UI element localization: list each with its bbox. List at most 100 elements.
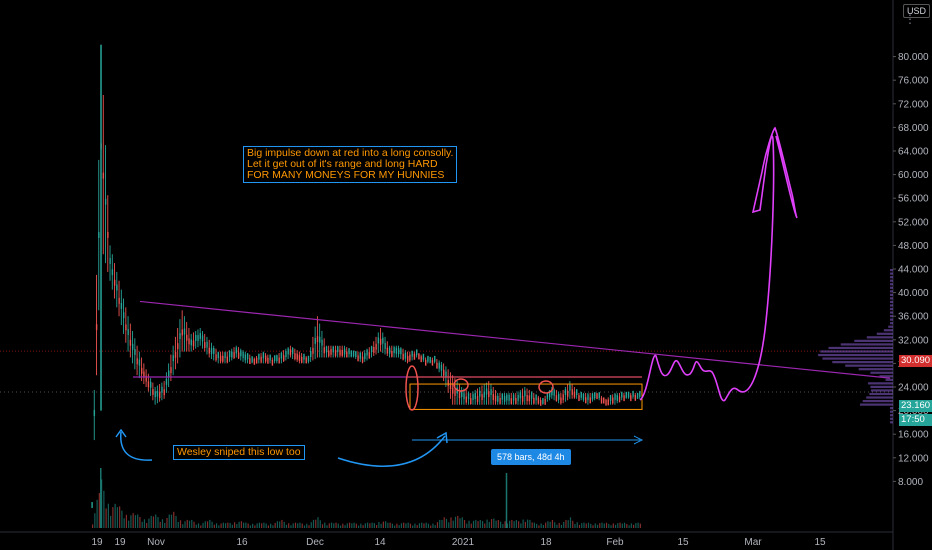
volume-bar [545,522,547,528]
volume-bar [468,520,470,528]
candle-body [328,350,330,357]
volume-bar [527,519,529,528]
volume-profile-bar [854,339,893,342]
volume-bar [637,522,639,528]
candle-body [314,338,316,344]
volume-bar [497,519,499,528]
candle-body [539,399,542,406]
volume-bar [193,521,195,528]
volume-bar [92,524,94,528]
volume-bar [490,519,493,528]
volume-bar [576,522,578,528]
volume-bar [403,522,405,528]
volume-profile-bar [870,385,893,388]
candle-body [258,353,260,360]
x-tick-label: 2021 [452,537,475,548]
candle-body [443,369,445,376]
volume-bar [632,524,635,528]
candle-body [582,393,585,400]
candle-body [557,393,560,400]
candle-body [364,353,366,359]
candle-body [580,391,582,398]
volume-bar [306,523,308,528]
volume-bar [276,521,279,528]
candle-body [427,355,429,362]
volume-bar [477,521,479,528]
candle-body [533,397,535,404]
volume-profile-bar [866,396,893,399]
volume-bar [139,517,141,528]
volume-bar [351,523,353,528]
candle-body [186,334,188,341]
volume-bar [159,521,161,528]
y-tick-label: 60.000 [898,170,929,181]
volume-bar [430,525,432,528]
volume-bar [385,521,387,528]
candle-body [192,340,195,347]
volume-bar [254,525,256,528]
more-icon[interactable]: ⋮ [904,12,916,26]
volume-bar [132,513,134,528]
candle-body [614,393,616,400]
volume-profile-bar [890,283,893,286]
volume-bar [605,522,608,528]
candle-body [627,391,630,398]
volume-bar [380,523,382,528]
volume-bar [150,515,152,528]
candle-body [596,393,598,400]
volume-profile-bar [820,350,893,353]
volume-profile-bar [870,389,893,392]
range-arrow-curve [337,435,446,467]
candle-body [366,349,368,356]
volume-bar [423,523,425,528]
candle-body [282,355,285,362]
candle-body [465,396,467,403]
volume-bar [520,523,522,528]
candle-body [213,348,215,354]
x-tick-label: 19 [114,537,126,548]
volume-bar [502,524,504,528]
volume-bar [128,520,130,528]
volume-bar [281,519,283,528]
volume-bar [215,523,218,528]
volume-bar [252,523,254,528]
volume-bar [488,522,490,528]
volume-bar [572,520,574,528]
volume-bar [315,519,317,528]
candle-body [285,351,287,357]
low-note[interactable]: Wesley sniped this low too [173,445,305,460]
volume-bar [452,520,454,528]
candle-body [91,502,93,508]
x-tick-label: 15 [677,537,689,548]
volume-bar [574,523,576,528]
candle-body [621,391,623,398]
candle-body [195,334,197,341]
candle-body [470,398,472,405]
volume-bar [245,522,247,528]
volume-profile-bar [890,407,893,410]
volume-bar [556,524,558,528]
volume-bar [355,523,357,528]
volume-bar [299,522,301,528]
candle-body [140,367,143,374]
volume-bar [387,522,389,528]
candle-body [589,397,591,404]
volume-profile-bar [869,392,893,396]
volume-profile-bar [822,357,893,360]
candle-body [467,393,470,400]
volume-bar [470,523,472,528]
candle-body [576,389,578,396]
currency-badge[interactable]: USD [903,4,931,18]
volume-bar [594,523,596,528]
main-note[interactable]: Big impulse down at red into a long cons… [243,146,458,183]
volume-profile-bar [890,304,893,307]
volume-bar [265,523,267,528]
candle-body [334,350,337,356]
y-tick-label: 16.000 [898,430,929,441]
candle-body [515,397,517,404]
candle-body [528,395,531,402]
candle-body [125,324,127,331]
candle-body [434,355,436,362]
